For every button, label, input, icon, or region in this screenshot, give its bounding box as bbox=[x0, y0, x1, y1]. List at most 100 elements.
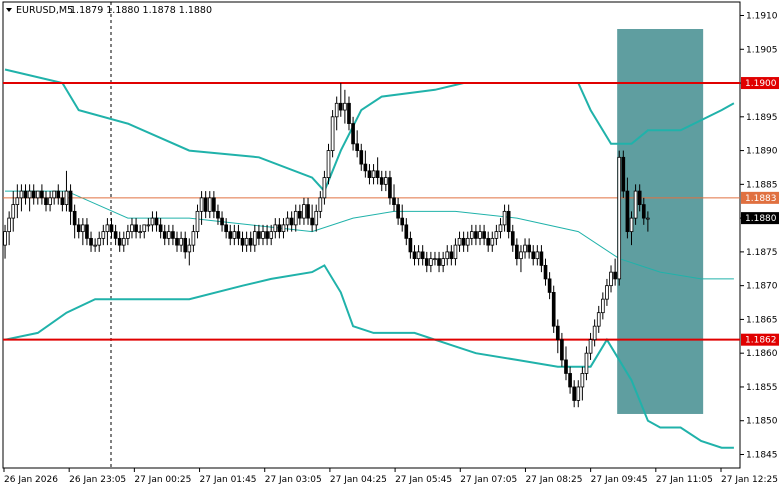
candle-body bbox=[27, 190, 32, 199]
candle-body bbox=[117, 237, 122, 246]
candle-body bbox=[162, 231, 167, 239]
candle bbox=[44, 191, 48, 212]
candle bbox=[396, 197, 400, 225]
candle bbox=[105, 218, 110, 246]
candle-body bbox=[343, 102, 347, 111]
candle bbox=[531, 245, 536, 266]
level-tag-label: 1.1900 bbox=[745, 79, 777, 89]
candle-body bbox=[3, 231, 7, 246]
candle-body bbox=[502, 210, 507, 226]
y-tick-label: 1.1895 bbox=[746, 113, 778, 123]
candle bbox=[162, 224, 167, 246]
candle bbox=[220, 211, 224, 232]
candle bbox=[326, 143, 331, 185]
candle bbox=[355, 130, 360, 158]
candle bbox=[351, 116, 355, 151]
candle bbox=[113, 224, 118, 246]
candle-body bbox=[126, 231, 130, 239]
candle-body bbox=[146, 224, 151, 227]
candle-body bbox=[134, 224, 138, 233]
candle-body bbox=[252, 231, 257, 246]
candle bbox=[93, 238, 97, 252]
candle-body bbox=[547, 278, 552, 293]
candle-body bbox=[158, 224, 163, 233]
candle bbox=[605, 278, 609, 306]
candle bbox=[150, 211, 155, 232]
candle-body bbox=[449, 251, 454, 260]
x-tick-label: 27 Jan 09:45 bbox=[591, 475, 648, 485]
candle-body bbox=[461, 237, 466, 246]
candle bbox=[555, 319, 560, 354]
x-tick-label: 27 Jan 07:05 bbox=[460, 475, 517, 485]
candle bbox=[367, 164, 372, 185]
candle bbox=[498, 218, 503, 239]
candle bbox=[433, 251, 437, 266]
candle bbox=[175, 231, 179, 252]
candle-body bbox=[40, 190, 44, 199]
bollinger-upper-line bbox=[4, 68, 735, 193]
candle bbox=[515, 238, 519, 266]
candle bbox=[252, 224, 257, 252]
candle-body bbox=[351, 123, 355, 145]
candle-body bbox=[330, 116, 335, 151]
x-tick-label: 27 Jan 12:25 bbox=[721, 475, 778, 485]
x-tick-label: 27 Jan 03:05 bbox=[265, 475, 322, 485]
candle-body bbox=[212, 197, 216, 212]
candle bbox=[171, 224, 175, 246]
candle bbox=[35, 190, 40, 205]
symbol-label: EURUSD,M5 bbox=[16, 5, 73, 16]
candle-body bbox=[596, 312, 601, 327]
candle bbox=[625, 177, 630, 239]
candle bbox=[195, 204, 200, 239]
candle-body bbox=[592, 325, 597, 341]
candle bbox=[89, 231, 93, 252]
candle bbox=[617, 150, 622, 286]
y-tick-label: 1.1885 bbox=[746, 180, 778, 190]
y-tick-label: 1.1875 bbox=[746, 248, 778, 258]
candle-body bbox=[224, 224, 228, 233]
candle-body bbox=[433, 258, 437, 261]
candle bbox=[420, 245, 425, 266]
y-tick-label: 1.1850 bbox=[746, 417, 778, 427]
candle-body bbox=[109, 224, 114, 233]
y-tick-label: 1.1845 bbox=[746, 450, 778, 460]
candle-body bbox=[314, 210, 319, 226]
candle-body bbox=[76, 224, 81, 233]
candle-body bbox=[44, 197, 48, 206]
candle bbox=[572, 380, 577, 408]
candle-body bbox=[482, 231, 486, 239]
candle bbox=[179, 231, 183, 252]
candle-body bbox=[551, 292, 556, 327]
candle bbox=[240, 231, 245, 252]
candle bbox=[19, 184, 24, 212]
candle bbox=[551, 285, 556, 333]
y-tick-label: 1.1855 bbox=[746, 383, 778, 393]
candle bbox=[424, 251, 429, 273]
candle-body bbox=[72, 210, 77, 226]
candle-body bbox=[240, 237, 245, 246]
candle bbox=[408, 231, 413, 259]
candle bbox=[502, 204, 507, 232]
candle-body bbox=[469, 231, 474, 239]
candle bbox=[60, 191, 65, 212]
candle-body bbox=[625, 190, 630, 233]
candle bbox=[248, 231, 253, 252]
candle bbox=[592, 319, 597, 347]
candle bbox=[441, 251, 445, 273]
y-tick-label: 1.1870 bbox=[746, 282, 778, 292]
candle bbox=[543, 258, 548, 286]
candle-body bbox=[629, 217, 634, 233]
candle bbox=[371, 164, 376, 185]
candle bbox=[134, 218, 138, 239]
triangle-down-icon[interactable] bbox=[6, 8, 12, 12]
candle bbox=[269, 224, 274, 246]
candle-body bbox=[179, 237, 183, 246]
candle-body bbox=[265, 231, 269, 239]
candle bbox=[293, 204, 298, 232]
candle-body bbox=[572, 386, 577, 401]
candle bbox=[375, 157, 380, 185]
bollinger-lower-line bbox=[4, 264, 734, 449]
candle-body bbox=[515, 244, 519, 260]
candle bbox=[199, 191, 204, 225]
